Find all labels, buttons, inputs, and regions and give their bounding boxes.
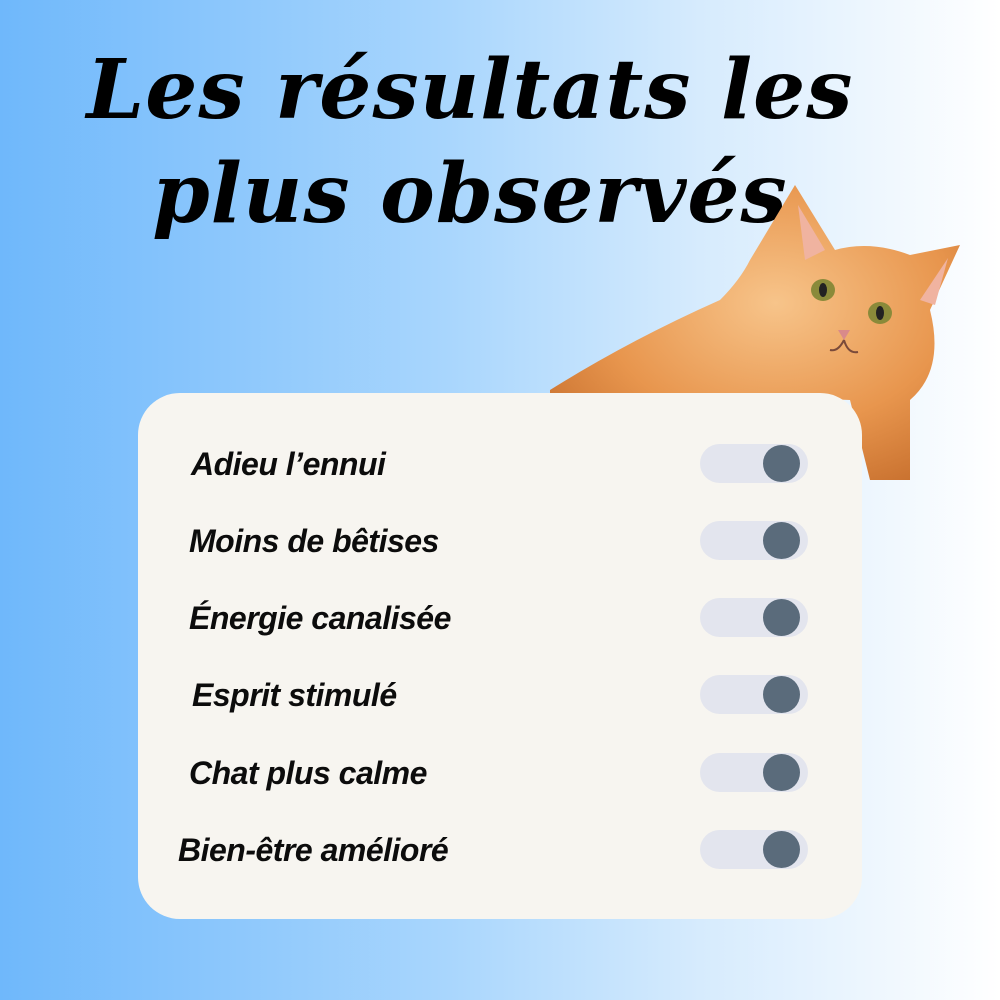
result-toggle[interactable] bbox=[700, 675, 808, 714]
result-label: Chat plus calme bbox=[189, 755, 427, 791]
result-label: Esprit stimulé bbox=[192, 677, 397, 713]
toggle-knob bbox=[763, 522, 800, 559]
result-row: Adieu l’ennui bbox=[138, 444, 862, 484]
result-toggle[interactable] bbox=[700, 830, 808, 869]
result-toggle[interactable] bbox=[700, 753, 808, 792]
title-line-2: plus observés bbox=[152, 146, 788, 242]
result-label: Énergie canalisée bbox=[189, 600, 451, 636]
title-line-1: Les résultats les bbox=[86, 42, 854, 138]
results-card: Adieu l’ennui Moins de bêtises Énergie c… bbox=[138, 393, 862, 919]
result-label: Adieu l’ennui bbox=[191, 446, 386, 482]
toggle-knob bbox=[763, 831, 800, 868]
result-row: Esprit stimulé bbox=[138, 675, 862, 715]
toggle-knob bbox=[763, 445, 800, 482]
result-row: Bien-être amélioré bbox=[138, 830, 862, 870]
result-row: Énergie canalisée bbox=[138, 598, 862, 638]
result-row: Chat plus calme bbox=[138, 753, 862, 793]
toggle-knob bbox=[763, 599, 800, 636]
result-label: Moins de bêtises bbox=[189, 523, 439, 559]
result-toggle[interactable] bbox=[700, 521, 808, 560]
result-toggle[interactable] bbox=[700, 444, 808, 483]
result-row: Moins de bêtises bbox=[138, 521, 862, 561]
cat-image bbox=[550, 185, 960, 480]
toggle-knob bbox=[763, 754, 800, 791]
toggle-knob bbox=[763, 676, 800, 713]
page-title: Les résultats les plus observés bbox=[0, 38, 940, 246]
result-label: Bien-être amélioré bbox=[178, 832, 449, 868]
result-toggle[interactable] bbox=[700, 598, 808, 637]
